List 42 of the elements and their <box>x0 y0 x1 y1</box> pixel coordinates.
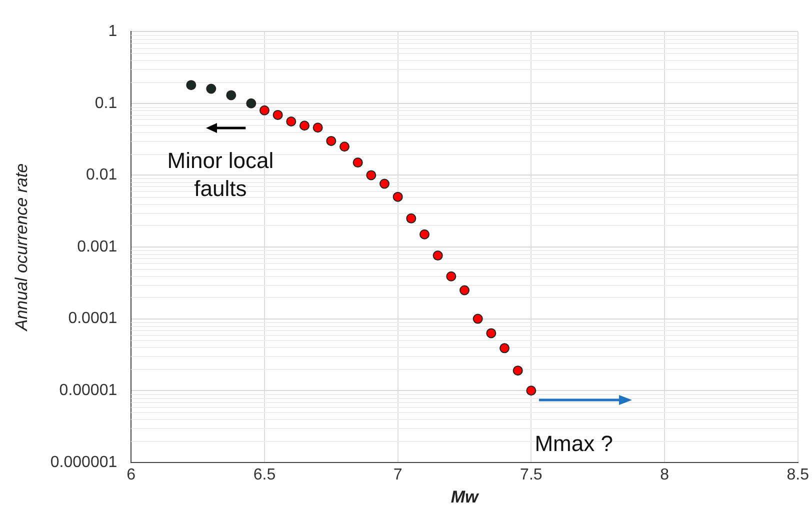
x-tick-label: 7 <box>393 466 402 484</box>
x-tick-label: 8 <box>660 466 670 484</box>
x-tick-label: 8.5 <box>786 466 810 484</box>
point <box>432 250 443 261</box>
point <box>392 192 403 202</box>
point <box>380 178 390 189</box>
point <box>246 98 256 108</box>
point <box>486 328 496 338</box>
point <box>420 229 430 240</box>
point <box>406 213 416 224</box>
point <box>186 80 196 90</box>
point <box>526 386 536 396</box>
point <box>326 136 336 146</box>
point <box>500 343 510 354</box>
point <box>286 116 296 126</box>
y-tick-label: 1 <box>108 23 118 40</box>
y-tick-label: 0.0001 <box>68 310 118 328</box>
y-axis-title: Annual ocurrence rate <box>12 163 31 332</box>
x-axis-title: Mw <box>450 487 480 506</box>
point <box>366 170 376 180</box>
point <box>460 285 470 296</box>
point <box>272 110 283 120</box>
point <box>446 271 456 282</box>
point <box>352 158 363 168</box>
annotation: Mmax ? <box>534 430 614 458</box>
point <box>339 142 350 152</box>
y-tick-label: 0.00001 <box>59 382 118 400</box>
y-tick-label: 0.001 <box>77 238 118 256</box>
point <box>226 90 236 100</box>
point <box>472 314 483 324</box>
x-tick-label: 6.5 <box>253 466 276 484</box>
annotation: Minor local faults <box>166 146 275 203</box>
y-tick-label: 0.000001 <box>50 454 118 471</box>
point <box>259 105 270 116</box>
point <box>206 84 216 94</box>
point <box>512 366 523 376</box>
x-tick-label: 7.5 <box>520 466 542 484</box>
point <box>299 120 310 131</box>
x-tick-label: 6 <box>126 466 136 484</box>
y-tick-label: 0.01 <box>86 166 118 184</box>
y-tick-label: 0.1 <box>94 94 118 112</box>
point <box>312 122 323 133</box>
